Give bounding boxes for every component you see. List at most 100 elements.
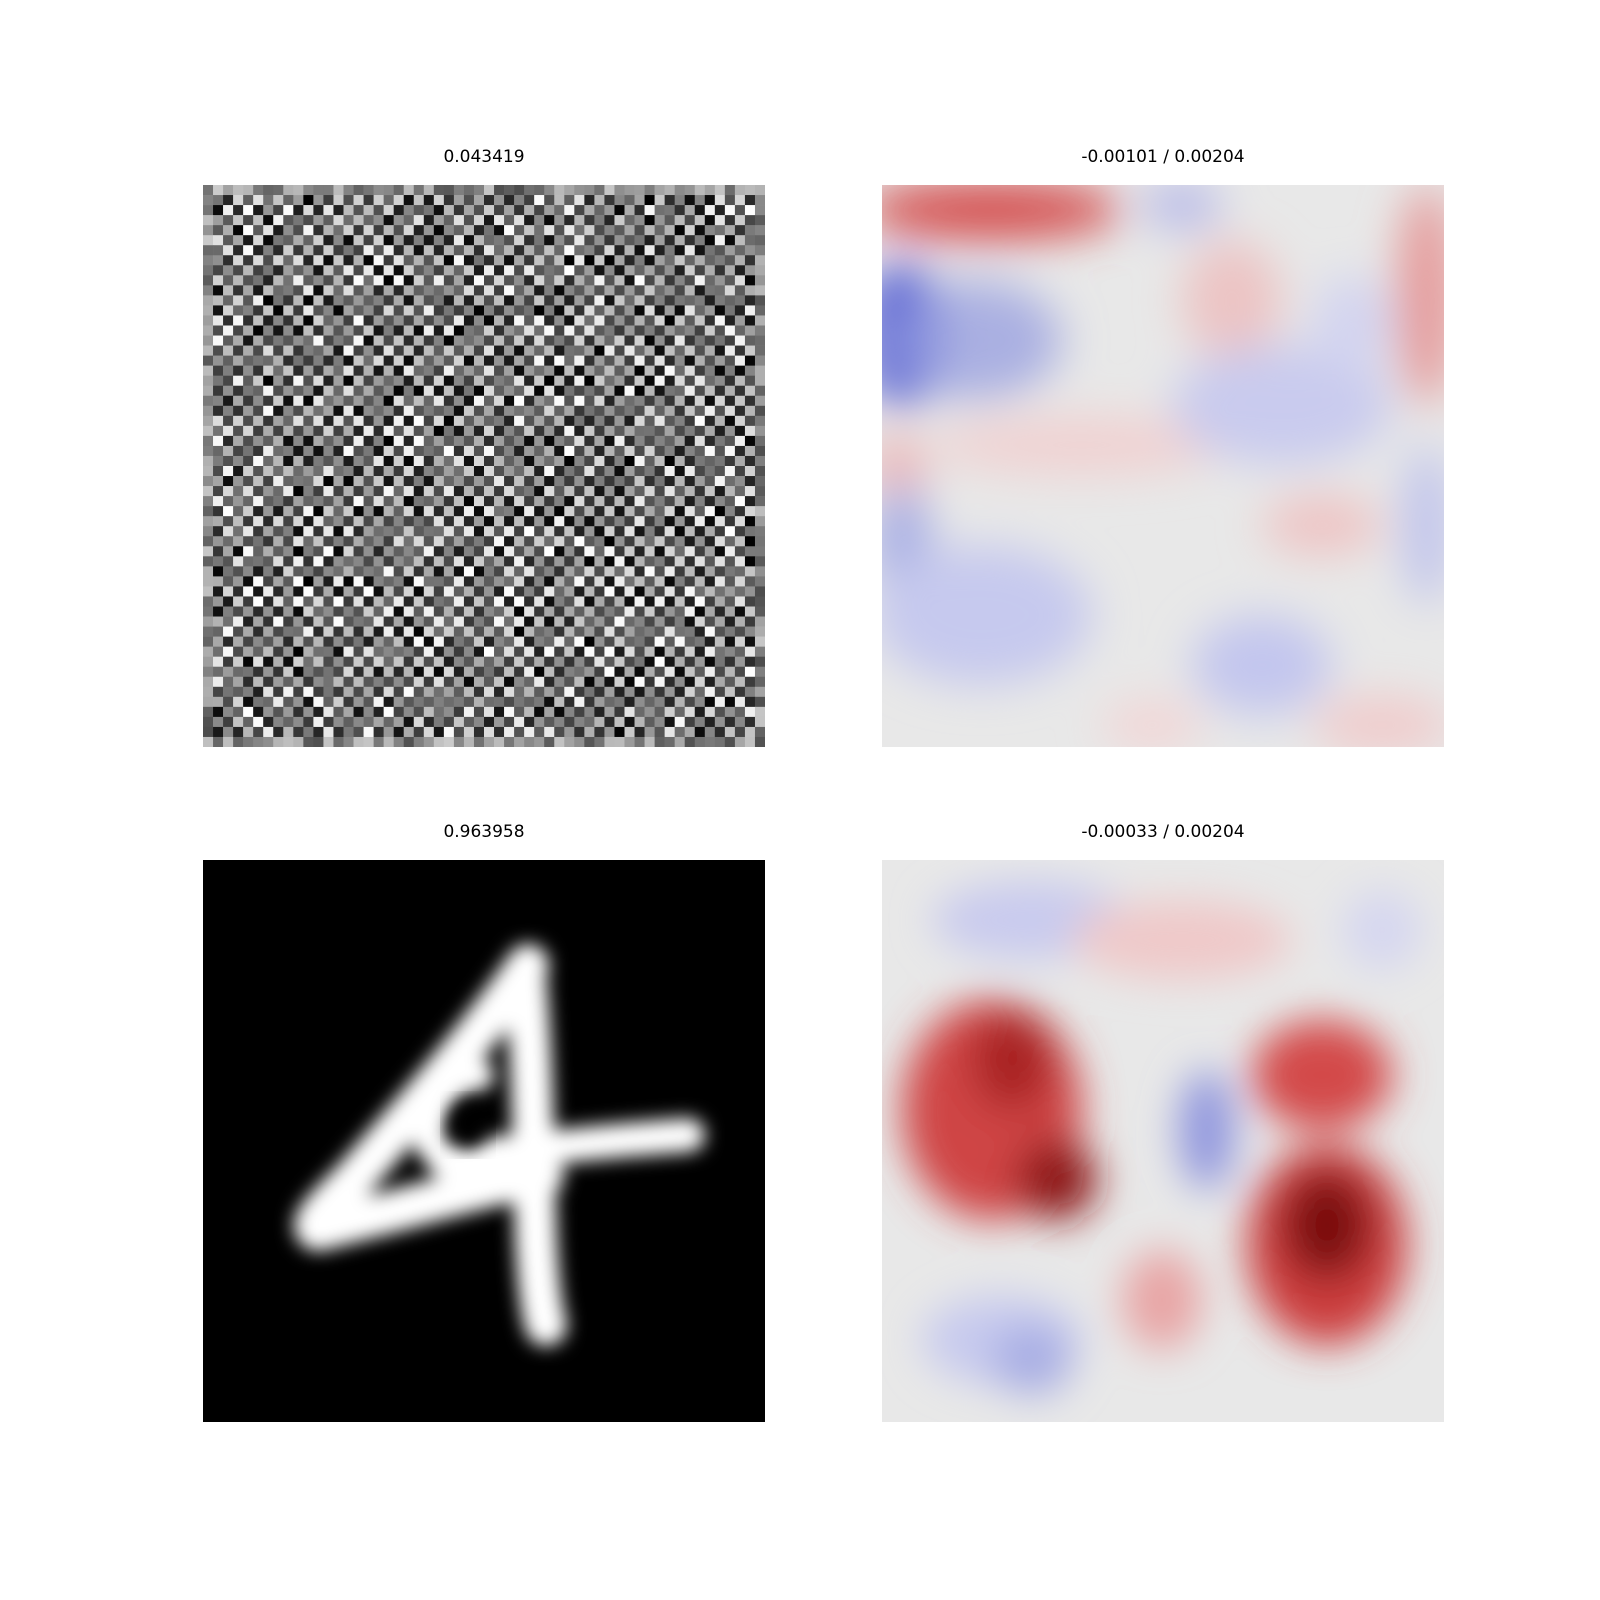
attribution-blob — [932, 415, 1232, 475]
noise-pixel — [664, 696, 675, 708]
noise-pixel — [283, 225, 294, 236]
noise-pixel — [664, 425, 675, 437]
noise-pixel — [494, 375, 505, 387]
noise-pixel — [744, 415, 756, 427]
noise-pixel — [494, 716, 505, 728]
noise-pixel — [433, 425, 445, 437]
noise-pixel — [644, 235, 655, 246]
noise-pixel — [463, 646, 475, 657]
noise-pixel — [263, 435, 274, 447]
noise-pixel — [333, 285, 344, 296]
noise-pixel — [443, 345, 455, 356]
noise-pixel — [223, 546, 234, 557]
noise-pixel — [534, 275, 545, 286]
noise-pixel — [644, 696, 655, 708]
noise-pixel — [273, 556, 284, 567]
noise-pixel — [714, 455, 726, 467]
noise-pixel — [343, 496, 354, 507]
noise-pixel — [473, 385, 485, 397]
noise-pixel — [504, 275, 515, 286]
noise-pixel — [303, 295, 314, 306]
noise-pixel — [273, 726, 284, 738]
noise-pixel — [614, 626, 625, 637]
noise-pixel — [383, 305, 394, 316]
noise-pixel — [453, 506, 465, 517]
noise-pixel — [694, 425, 706, 437]
noise-pixel — [724, 325, 736, 336]
noise-pixel — [203, 726, 214, 738]
noise-pixel — [664, 245, 675, 256]
noise-pixel — [614, 205, 625, 216]
noise-pixel — [343, 325, 354, 336]
noise-pixel — [323, 435, 334, 447]
noise-pixel — [704, 455, 716, 467]
noise-pixel — [644, 586, 655, 597]
noise-pixel — [453, 526, 465, 537]
noise-pixel — [514, 676, 525, 688]
noise-pixel — [504, 335, 515, 346]
noise-pixel — [273, 466, 284, 477]
noise-pixel — [694, 315, 706, 326]
noise-pixel — [694, 445, 706, 457]
noise-pixel — [433, 556, 445, 567]
noise-pixel — [494, 355, 505, 366]
noise-pixel — [494, 455, 505, 467]
noise-pixel — [644, 526, 655, 537]
noise-pixel — [654, 255, 665, 266]
noise-pixel — [263, 325, 274, 336]
noise-pixel — [694, 696, 706, 708]
noise-pixel — [564, 556, 575, 567]
noise-pixel — [393, 215, 405, 226]
noise-pixel — [333, 596, 344, 607]
noise-pixel — [403, 476, 415, 487]
noise-pixel — [694, 355, 706, 366]
noise-pixel — [443, 486, 455, 497]
noise-pixel — [494, 536, 505, 547]
noise-pixel — [634, 405, 645, 417]
attribution-blob — [1142, 185, 1222, 230]
noise-pixel — [403, 205, 415, 216]
noise-pixel — [243, 626, 254, 637]
noise-pixel — [554, 576, 565, 587]
noise-pixel — [243, 736, 254, 747]
noise-pixel — [413, 295, 425, 306]
noise-pixel — [484, 185, 495, 196]
noise-pixel — [564, 345, 575, 356]
noise-pixel — [594, 345, 605, 356]
noise-pixel — [453, 616, 465, 627]
noise-pixel — [293, 355, 304, 366]
noise-pixel — [373, 686, 384, 698]
noise-pixel — [694, 395, 706, 407]
noise-pixel — [353, 546, 364, 557]
noise-pixel — [473, 395, 485, 407]
noise-pixel — [273, 215, 284, 226]
noise-pixel — [323, 355, 334, 366]
noise-pixel — [283, 596, 294, 607]
noise-pixel — [654, 646, 665, 657]
noise-pixel — [484, 586, 495, 597]
noise-pixel — [433, 616, 445, 627]
noise-pixel — [243, 496, 254, 507]
noise-pixel — [544, 696, 555, 708]
noise-pixel — [584, 696, 595, 708]
noise-pixel — [494, 526, 505, 537]
noise-pixel — [323, 235, 334, 246]
noise-pixel — [353, 455, 364, 467]
noise-pixel — [243, 295, 254, 306]
noise-pixel — [644, 536, 655, 547]
noise-pixel — [363, 626, 374, 637]
noise-pixel — [423, 395, 435, 407]
noise-pixel — [253, 385, 264, 397]
noise-pixel — [634, 616, 645, 627]
noise-pixel — [283, 455, 294, 467]
noise-pixel — [353, 235, 364, 246]
noise-pixel — [504, 516, 515, 527]
noise-pixel — [654, 265, 665, 276]
noise-pixel — [353, 195, 364, 206]
noise-pixel — [363, 295, 374, 306]
noise-pixel — [393, 486, 405, 497]
noise-pixel — [664, 305, 675, 316]
noise-pixel — [333, 526, 344, 537]
noise-pixel — [433, 445, 445, 457]
noise-pixel — [734, 395, 746, 407]
